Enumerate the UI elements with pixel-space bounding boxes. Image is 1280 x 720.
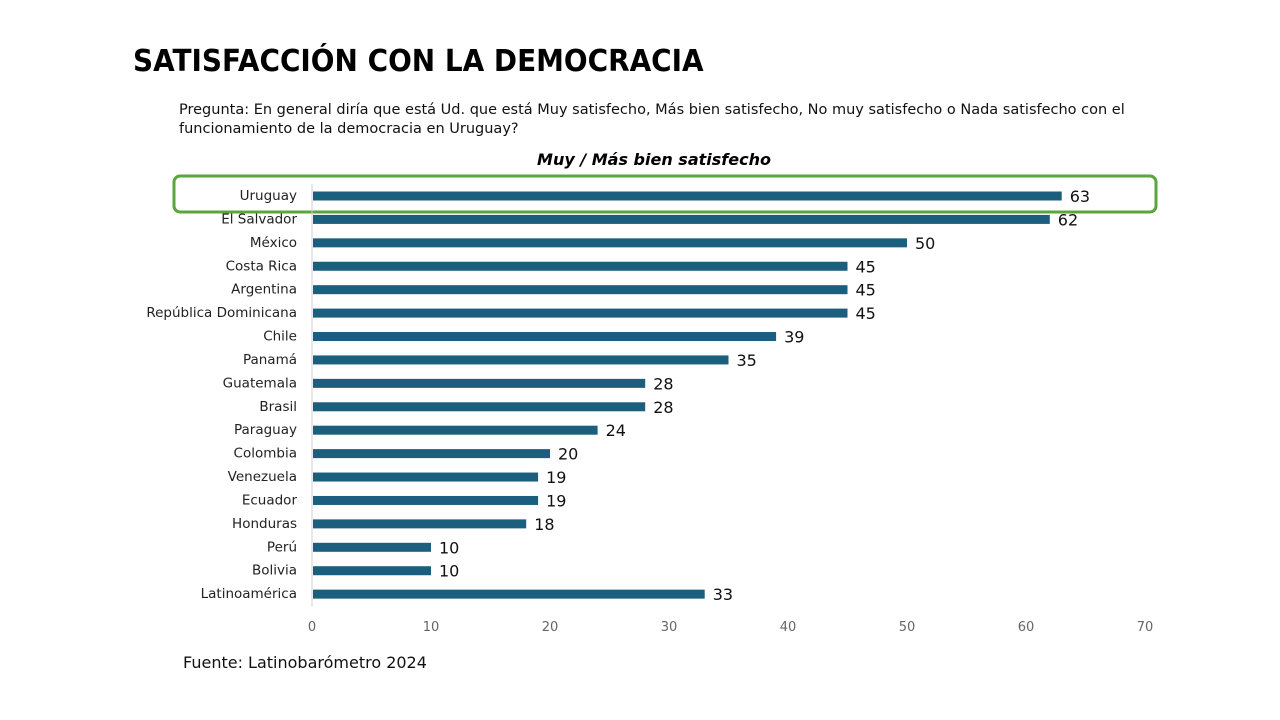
bar-row: Uruguay 63 [240,187,1090,206]
bar [313,261,848,271]
bar-row: Honduras 18 [232,515,555,534]
x-tick-label: 30 [661,620,678,635]
value-label: 10 [439,562,459,581]
value-label: 62 [1058,210,1078,229]
bar-row: Argentina 45 [231,281,876,300]
category-label: Brasil [259,399,297,415]
category-label: Ecuador [242,492,298,508]
bar-row: Paraguay 24 [234,421,626,440]
highlight-box-uruguay [172,174,1158,214]
bar-row: El Salvador 62 [221,210,1078,229]
category-label: Bolivia [252,563,297,579]
category-label: México [250,235,297,251]
value-label: 45 [856,257,876,276]
survey-question: Pregunta: En general diría que está Ud. … [179,102,1125,137]
category-label: Colombia [234,446,297,462]
bar [313,425,598,435]
page-title: SATISFACCIÓN CON LA DEMOCRACIA [133,44,704,79]
bar [313,285,848,295]
bar [313,519,527,529]
bar [313,566,431,576]
value-label: 20 [558,445,578,464]
category-label: Paraguay [234,422,297,438]
bar-row: Perú 10 [267,538,459,557]
category-label: Latinoamérica [201,586,297,602]
x-tick-label: 10 [423,620,440,635]
category-label: Venezuela [228,469,297,485]
x-tick-label: 50 [899,620,916,635]
bar-row: Brasil 28 [259,398,673,417]
category-label: Perú [267,539,297,555]
bar-row: Chile 39 [263,328,804,347]
value-label: 50 [915,234,935,253]
bar [313,495,539,505]
bar-row: Bolivia 10 [252,562,459,581]
bar [313,589,705,599]
bar-row: Latinoamérica 33 [201,585,733,604]
value-label: 35 [737,351,757,370]
value-label: 45 [856,281,876,300]
category-label: Panamá [243,352,297,368]
bar [313,542,431,552]
bar [313,332,777,342]
bar [313,472,539,482]
bar-row: Venezuela 19 [228,468,567,487]
bar [313,449,550,459]
value-label: 28 [653,374,673,393]
bar-row: Panamá 35 [243,351,757,370]
x-tick-label: 40 [780,620,797,635]
bar-row: Colombia 20 [234,445,579,464]
chart-title: Muy / Más bien satisfecho [537,150,771,169]
category-label: El Salvador [221,211,297,227]
bar [313,355,729,365]
value-label: 63 [1070,187,1090,206]
x-tick-label: 0 [308,620,316,635]
value-label: 19 [546,491,566,510]
bar [313,402,646,412]
value-label: 33 [713,585,733,604]
value-label: 19 [546,468,566,487]
category-label: Chile [263,329,297,345]
category-label: Honduras [232,516,297,532]
value-label: 24 [606,421,626,440]
bar [313,191,1062,201]
category-label: Argentina [231,282,297,298]
value-label: 10 [439,538,459,557]
value-label: 39 [784,328,804,347]
value-label: 45 [856,304,876,323]
bar [313,378,646,388]
bar-row: Costa Rica 45 [226,257,876,276]
source-note: Fuente: Latinobarómetro 2024 [183,653,427,672]
bar [313,238,907,248]
bar [313,308,848,318]
x-tick-label: 60 [1018,620,1035,635]
category-label: Uruguay [240,188,297,204]
value-label: 18 [534,515,554,534]
bar-row: República Dominicana 45 [146,304,876,323]
bar [313,214,1050,224]
value-label: 28 [653,398,673,417]
category-label: Guatemala [223,375,297,391]
x-tick-label: 20 [542,620,559,635]
category-label: Costa Rica [226,258,297,274]
category-label: República Dominicana [146,305,297,321]
bar-row: México 50 [250,234,936,253]
bar-row: Guatemala 28 [223,374,674,393]
x-tick-label: 70 [1137,620,1154,635]
bar-row: Ecuador 19 [242,491,567,510]
